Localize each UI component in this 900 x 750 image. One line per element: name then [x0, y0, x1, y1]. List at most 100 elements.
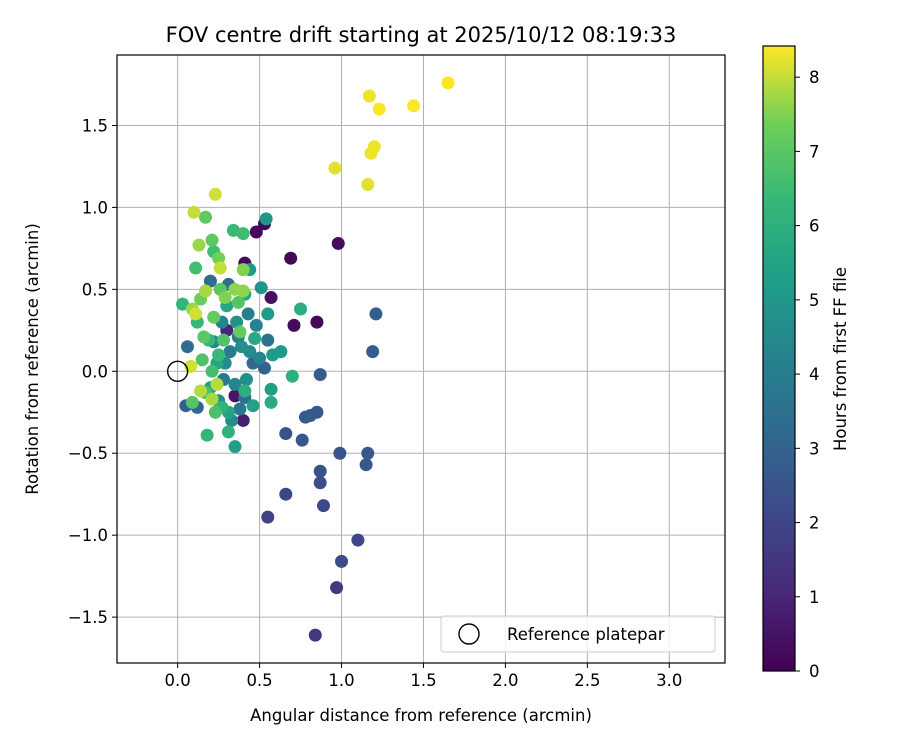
- data-point: [295, 433, 309, 447]
- data-point: [369, 307, 383, 321]
- data-point: [313, 476, 327, 490]
- data-point: [253, 351, 267, 365]
- data-point: [310, 405, 324, 419]
- data-point: [213, 261, 227, 275]
- data-point: [372, 102, 386, 116]
- data-point: [279, 487, 293, 501]
- data-point: [366, 345, 380, 359]
- colorbar-tick-label: 0: [809, 662, 820, 681]
- y-axis-label: Rotation from reference (arcmin): [23, 223, 42, 495]
- data-point: [313, 368, 327, 382]
- colorbar-tick-label: 4: [809, 365, 820, 384]
- data-point: [287, 318, 301, 332]
- data-point: [333, 446, 347, 460]
- colorbar-tick-label: 2: [809, 514, 820, 533]
- data-point: [264, 291, 278, 305]
- data-point: [257, 361, 271, 375]
- data-point: [254, 281, 268, 295]
- data-point: [331, 236, 345, 250]
- colorbar-tick-label: 3: [809, 439, 820, 458]
- data-point: [236, 284, 250, 298]
- data-point: [310, 315, 324, 329]
- data-point: [176, 297, 190, 311]
- data-point: [238, 384, 252, 398]
- y-tick-label: 0.0: [82, 362, 108, 381]
- plot-frame: [116, 54, 726, 664]
- colorbar-tick-label: 6: [809, 217, 820, 236]
- x-tick-label: 1.0: [328, 671, 354, 690]
- colorbar-gradient: [762, 45, 796, 672]
- data-point: [328, 161, 342, 175]
- legend-entry-label: Reference platepar: [507, 625, 665, 644]
- data-point: [203, 274, 217, 288]
- data-point: [200, 428, 214, 442]
- data-point: [205, 233, 219, 247]
- data-point: [362, 89, 376, 103]
- data-point: [235, 340, 249, 354]
- colorbar: 0 1 2 3 4 5 6 7 8 Hours from first FF file: [762, 45, 850, 681]
- data-point: [261, 333, 275, 347]
- data-point: [212, 348, 226, 362]
- data-point: [330, 581, 344, 595]
- data-point: [217, 333, 231, 347]
- data-point: [221, 425, 235, 439]
- data-point: [228, 440, 242, 454]
- data-point: [248, 332, 262, 346]
- data-point: [313, 464, 327, 478]
- x-tick-label: 0.0: [165, 671, 191, 690]
- data-point: [335, 554, 349, 568]
- data-point: [264, 395, 278, 409]
- legend-box: [440, 615, 716, 653]
- data-point: [359, 458, 373, 472]
- x-tick-label: 1.5: [410, 671, 436, 690]
- data-point: [185, 395, 199, 409]
- data-point: [223, 345, 237, 359]
- data-point: [284, 251, 298, 265]
- y-tick-label: 0.5: [82, 280, 108, 299]
- colorbar-label: Hours from first FF file: [831, 267, 850, 451]
- data-point: [274, 345, 288, 359]
- data-point: [230, 315, 244, 329]
- x-tick-label: 2.0: [492, 671, 518, 690]
- data-point: [236, 227, 250, 241]
- colorbar-tick-label: 7: [809, 142, 820, 161]
- data-point: [189, 261, 203, 275]
- data-point: [261, 510, 275, 524]
- data-point: [361, 446, 375, 460]
- data-point: [210, 377, 224, 391]
- data-point: [285, 369, 299, 383]
- data-point: [407, 99, 421, 113]
- data-point: [208, 187, 222, 201]
- data-point: [198, 284, 212, 298]
- y-tick-label: −0.5: [68, 444, 108, 463]
- y-axis-ticks: −1.5 −1.0 −0.5 0.0 0.5 1.0 1.5: [68, 116, 117, 627]
- data-point: [205, 392, 219, 406]
- data-point: [308, 628, 322, 642]
- data-point: [187, 205, 201, 219]
- y-tick-label: −1.5: [68, 608, 108, 627]
- y-tick-label: 1.0: [82, 198, 108, 217]
- data-point: [316, 499, 330, 513]
- legend-reference-marker-icon: [458, 623, 480, 645]
- colorbar-ticks: 0 1 2 3 4 5 6 7 8: [795, 68, 820, 681]
- data-point: [441, 76, 455, 90]
- data-point: [208, 405, 222, 419]
- data-point: [246, 399, 260, 413]
- data-point: [294, 302, 308, 316]
- data-point: [189, 307, 203, 321]
- x-axis-ticks: 0.0 0.5 1.0 1.5 2.0 2.5 3.0: [165, 663, 682, 690]
- data-point: [228, 377, 242, 391]
- data-point: [180, 340, 194, 354]
- data-point: [261, 307, 275, 321]
- y-tick-label: 1.5: [82, 116, 108, 135]
- data-point: [192, 238, 206, 252]
- data-point: [194, 384, 208, 398]
- x-axis-label: Angular distance from reference (arcmin): [250, 706, 592, 725]
- data-points: [166, 76, 455, 642]
- data-point: [228, 389, 242, 403]
- data-point: [264, 382, 278, 396]
- data-point: [212, 251, 226, 265]
- data-point: [236, 413, 250, 427]
- data-point: [233, 325, 247, 339]
